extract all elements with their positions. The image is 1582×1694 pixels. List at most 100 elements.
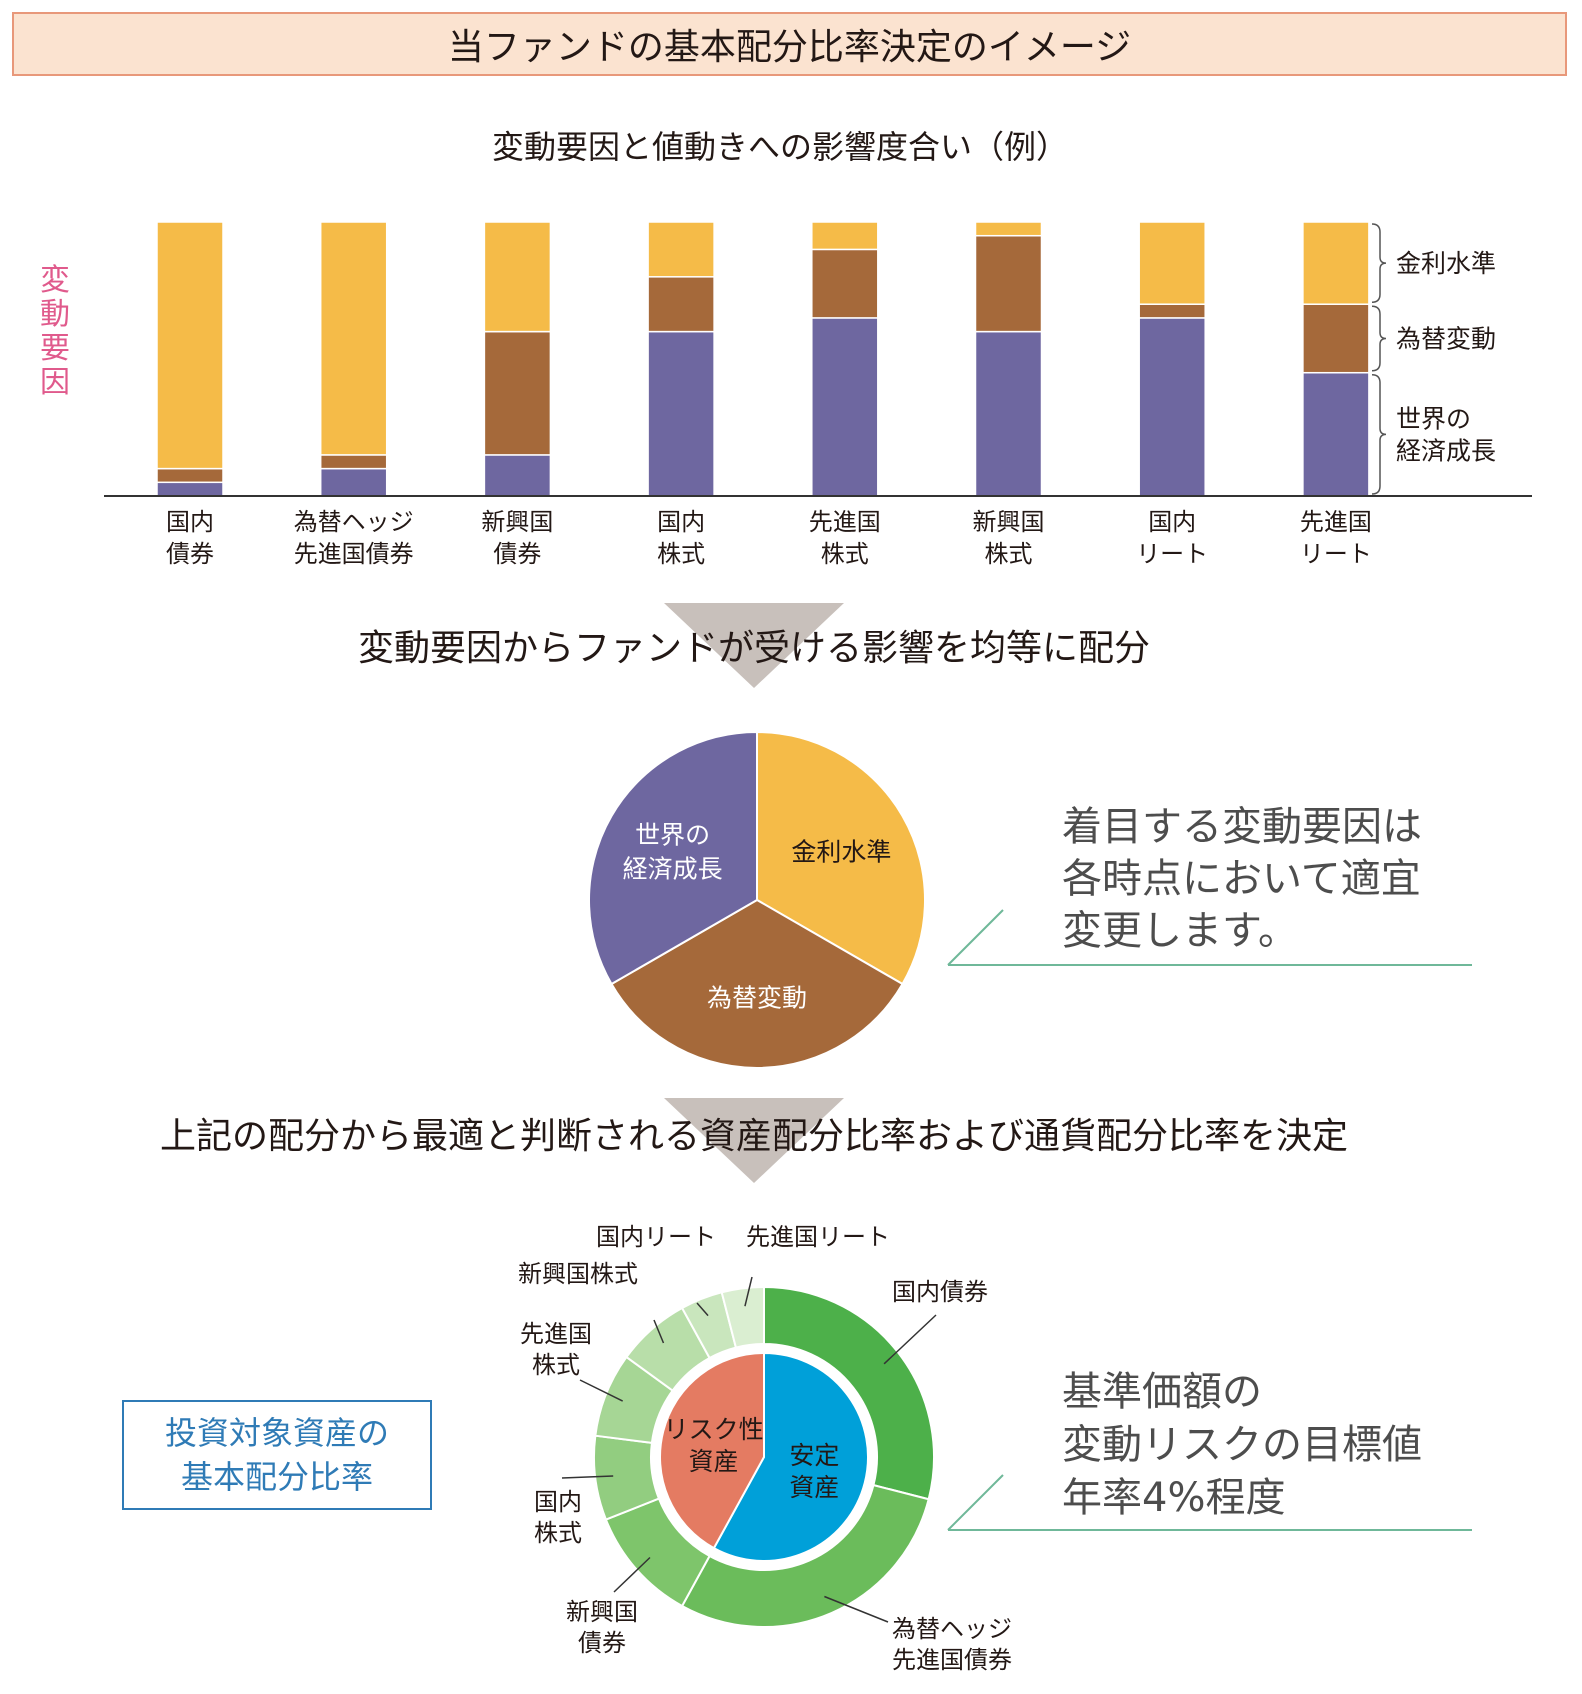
legend-label-0: 為替変動 [1396, 324, 1496, 353]
donut-inner-segment [712, 1351, 869, 1562]
x-tick-label-1: 株式 [821, 540, 869, 568]
note-2-line-1: 基準価額の [1062, 1369, 1262, 1415]
bar-series-group [156, 221, 1370, 497]
bar-segment [974, 330, 1043, 497]
donut-inner-label-1: 資産 [689, 1447, 739, 1476]
donut-inner-segment [659, 1351, 765, 1550]
pie-slice [610, 898, 904, 1069]
ylabel-char: 因 [40, 365, 70, 400]
ylabel-char: 変 [40, 263, 70, 298]
donut-leader-line [579, 1379, 624, 1402]
bar-segment [811, 317, 879, 497]
donut-leader-line [561, 1475, 614, 1479]
donut-outer-label-1: 株式 [534, 1519, 582, 1547]
note-1-pointer [947, 909, 1004, 966]
x-tick-label-0: 先進国 [1300, 508, 1372, 536]
bar-segment [647, 330, 715, 497]
bar-segment [811, 221, 879, 251]
x-tick-label-0: 国内 [1148, 508, 1196, 536]
donut-outer-label-0: 先進国 [520, 1320, 592, 1348]
note-1-line-1: 着目する変動要因は [1062, 804, 1422, 850]
bar-segment [483, 330, 552, 456]
pie-slice [756, 730, 926, 986]
donut-outer-label-0: 新興国 [566, 1598, 638, 1626]
donut-outer-label-0: 国内債券 [892, 1278, 988, 1306]
donut-leader-line [653, 1319, 665, 1344]
x-tick-label-0: 為替ヘッジ [294, 508, 414, 536]
bar-chart-ylabel: 変動要因 [40, 263, 70, 400]
stacked-bar-chart: 変動要因と値動きへの影響度合い（例） 変動要因 国内債券為替ヘッジ先進国債券新興… [40, 128, 1532, 568]
bar-segment [156, 481, 224, 497]
donut-outer-segment [720, 1285, 765, 1349]
donut-inner-label-1: 資産 [789, 1473, 839, 1502]
bar-segment [647, 221, 715, 278]
donut-outer-label-0: 為替ヘッジ [892, 1615, 1012, 1643]
x-tick-label-1: リート [1300, 540, 1372, 568]
legend-label-0: 世界の [1396, 404, 1471, 433]
bar-segment [647, 276, 715, 333]
donut-outer-label-1: 債券 [578, 1629, 626, 1657]
legend-brace [1371, 305, 1387, 372]
bar-segment [974, 221, 1043, 237]
bar-segment [974, 234, 1043, 333]
x-tick-label-1: 株式 [657, 540, 705, 568]
pie-label-1: 経済成長 [623, 854, 723, 883]
legend-label-1: 経済成長 [1396, 436, 1496, 465]
step-1-text: 変動要因からファンドが受ける影響を均等に配分 [358, 628, 1150, 669]
legend-brace [1371, 373, 1387, 495]
x-tick-label-0: 先進国 [809, 508, 881, 536]
bar-segment [156, 467, 224, 484]
pie-label-0: 世界の [635, 820, 710, 849]
x-tick-label-0: 新興国 [973, 508, 1045, 536]
note-1-line-2: 各時点において適宜 [1062, 856, 1421, 902]
allocation-label-box: 投資対象資産の 基本配分比率 [122, 1400, 432, 1510]
legend-label-0: 金利水準 [1396, 249, 1496, 278]
donut-inner-label-0: リスク性 [664, 1415, 764, 1444]
note-2-line-3: 年率4%程度 [1062, 1475, 1285, 1521]
bar-segment [1302, 221, 1370, 305]
note-2-pointer [947, 1474, 1004, 1531]
donut-leader-line [824, 1595, 889, 1623]
bar-segment [1138, 221, 1206, 305]
down-arrow-1 [664, 603, 844, 688]
bar-segment [319, 467, 388, 497]
bar-segment [811, 248, 879, 319]
legend-brace [1371, 223, 1387, 303]
donut-outer-label-0: 先進国リート [746, 1223, 890, 1251]
note-1: 着目する変動要因は 各時点において適宜 変更します。 [947, 804, 1472, 966]
x-tick-label-0: 国内 [166, 508, 214, 536]
donut-outer-segment [763, 1285, 936, 1501]
bar-segment [1138, 317, 1206, 497]
bar-segment [156, 221, 224, 470]
ylabel-char: 要 [40, 331, 70, 366]
note-2: 基準価額の 変動リスクの目標値 年率4%程度 [947, 1369, 1472, 1531]
pie-slice [588, 730, 758, 986]
donut-leader-line [696, 1302, 709, 1317]
donut-outer-label-1: 先進国債券 [892, 1646, 1012, 1674]
donut-outer-label-0: 国内リート [596, 1223, 716, 1251]
step-2-text: 上記の配分から最適と判断される資産配分比率および通貨配分比率を決定 [160, 1116, 1348, 1157]
down-arrow-2 [664, 1098, 844, 1183]
bar-segment [1302, 371, 1370, 497]
x-tick-label-1: リート [1136, 540, 1208, 568]
donut-outer-segment [680, 1483, 930, 1628]
bar-segment [319, 454, 388, 470]
note-2-line-2: 変動リスクの目標値 [1062, 1422, 1422, 1468]
page-title: 当ファンドの基本配分比率決定のイメージ [12, 12, 1567, 76]
x-tick-label-0: 新興国 [481, 508, 553, 536]
x-tick-label-1: 債券 [493, 540, 541, 568]
donut-leader-line [744, 1276, 753, 1307]
x-tick-label-1: 株式 [985, 540, 1033, 568]
bar-segment [483, 454, 552, 497]
donut-leader-line [613, 1556, 651, 1593]
donut-outer-label-1: 株式 [532, 1351, 580, 1379]
donut-leader-line [883, 1314, 937, 1365]
bar-segment [319, 221, 388, 456]
box-label-line-1: 投資対象資産の [164, 1414, 389, 1452]
